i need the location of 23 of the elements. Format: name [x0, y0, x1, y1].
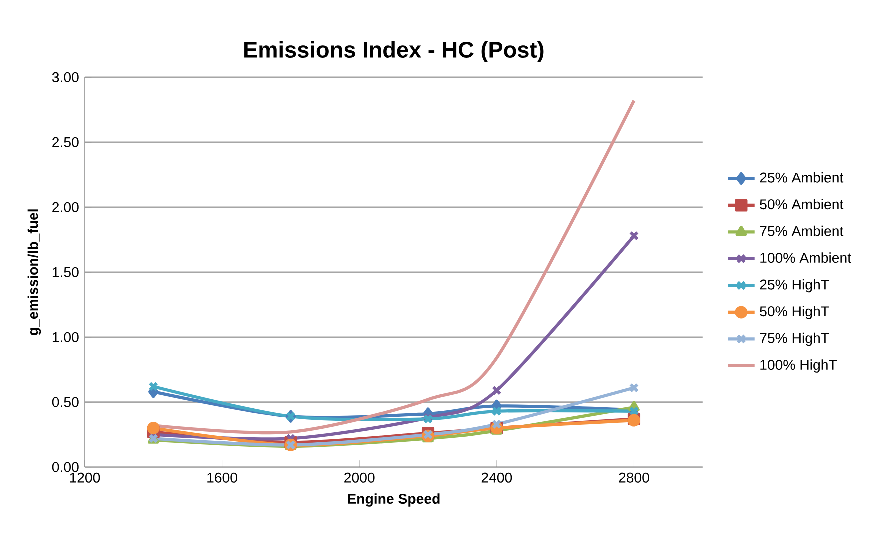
x-tick-label: 2400 — [482, 472, 512, 483]
y-tick-label: 3.00 — [52, 72, 79, 82]
legend-label: 25% Ambient — [760, 172, 844, 183]
x-tick-label: 2000 — [344, 472, 375, 483]
y-tick-label: 0.50 — [52, 397, 79, 408]
legend-label: 75% HighT — [760, 332, 830, 346]
x-tick-label: 1600 — [208, 472, 238, 483]
legend-label: 25% HighT — [760, 279, 830, 292]
chart-title: Emissions Index - HC (Post) — [244, 41, 544, 62]
legend-label: 100% Ambient — [760, 252, 852, 263]
x-tick-label: 1200 — [70, 472, 100, 483]
y-tick-label: 1.00 — [52, 332, 79, 342]
y-tick-label: 2.50 — [52, 137, 79, 148]
y-tick-label: 2.00 — [52, 202, 79, 212]
legend-label: 100% HighT — [760, 360, 838, 373]
legend-label: 75% Ambient — [760, 226, 844, 236]
y-axis-title: g_emission/lb_fuel — [28, 210, 42, 336]
legend-label: 50% HighT — [760, 306, 830, 320]
x-axis-title: Engine Speed — [348, 493, 440, 507]
x-tick-label: 2800 — [619, 472, 650, 483]
legend-label: 50% Ambient — [760, 199, 844, 210]
y-tick-label: 0.00 — [52, 462, 79, 472]
y-tick-label: 1.50 — [52, 267, 79, 278]
